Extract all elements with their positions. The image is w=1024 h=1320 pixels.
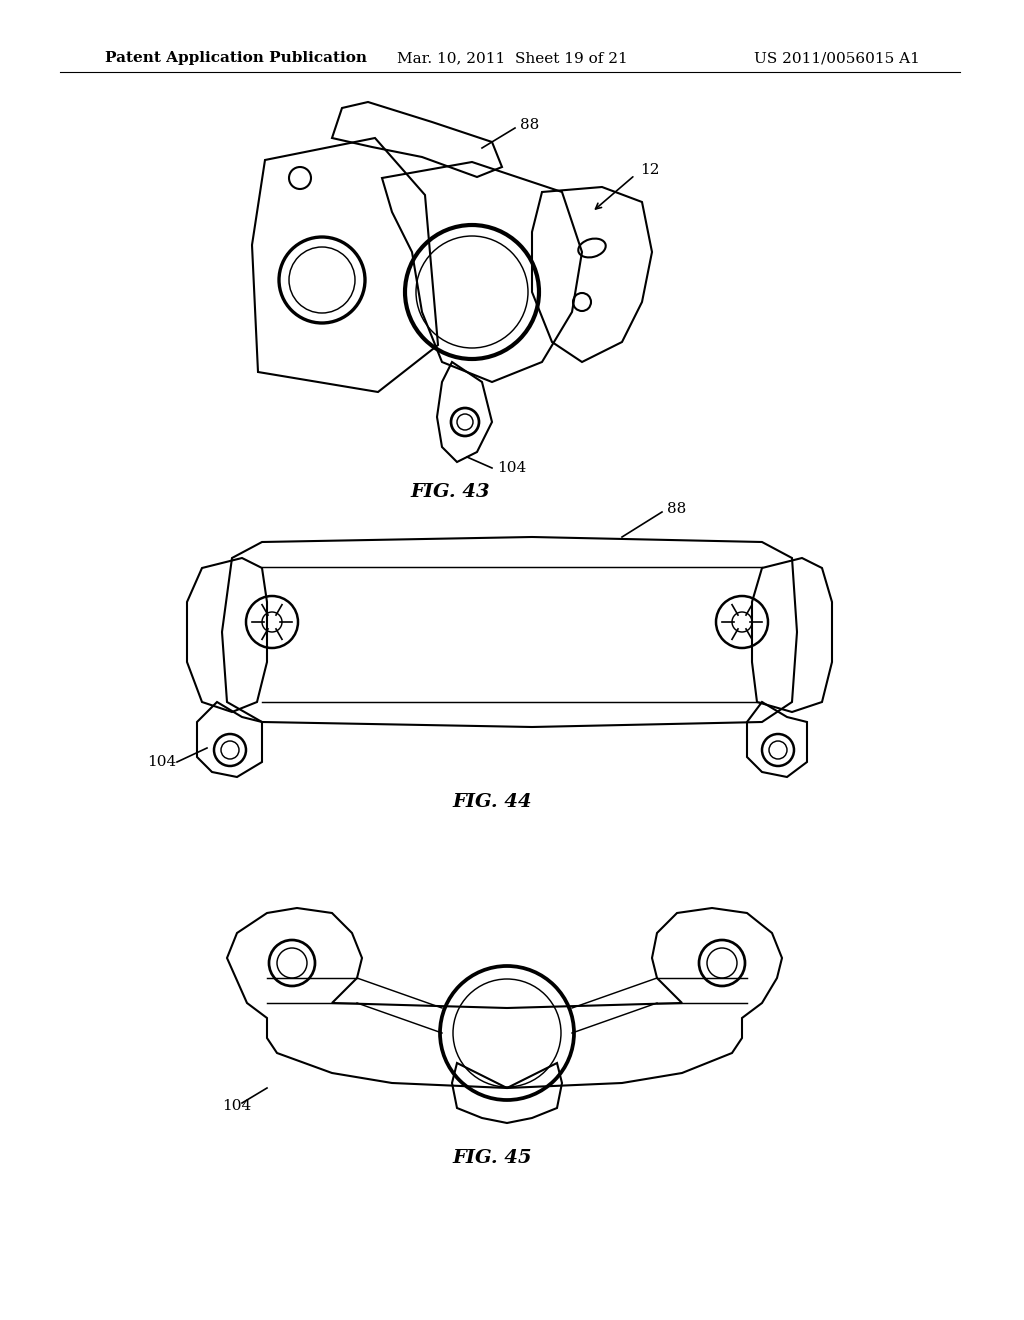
Text: 104: 104 xyxy=(222,1100,251,1113)
Text: FIG. 45: FIG. 45 xyxy=(453,1148,531,1167)
Text: FIG. 43: FIG. 43 xyxy=(411,483,489,502)
Text: FIG. 44: FIG. 44 xyxy=(453,793,531,810)
Text: Patent Application Publication: Patent Application Publication xyxy=(105,51,367,65)
Text: 88: 88 xyxy=(520,117,540,132)
Text: 12: 12 xyxy=(640,162,659,177)
Text: 104: 104 xyxy=(497,461,526,475)
Text: 104: 104 xyxy=(147,755,176,770)
Text: 88: 88 xyxy=(667,502,686,516)
Text: Mar. 10, 2011  Sheet 19 of 21: Mar. 10, 2011 Sheet 19 of 21 xyxy=(396,51,628,65)
Text: US 2011/0056015 A1: US 2011/0056015 A1 xyxy=(754,51,920,65)
